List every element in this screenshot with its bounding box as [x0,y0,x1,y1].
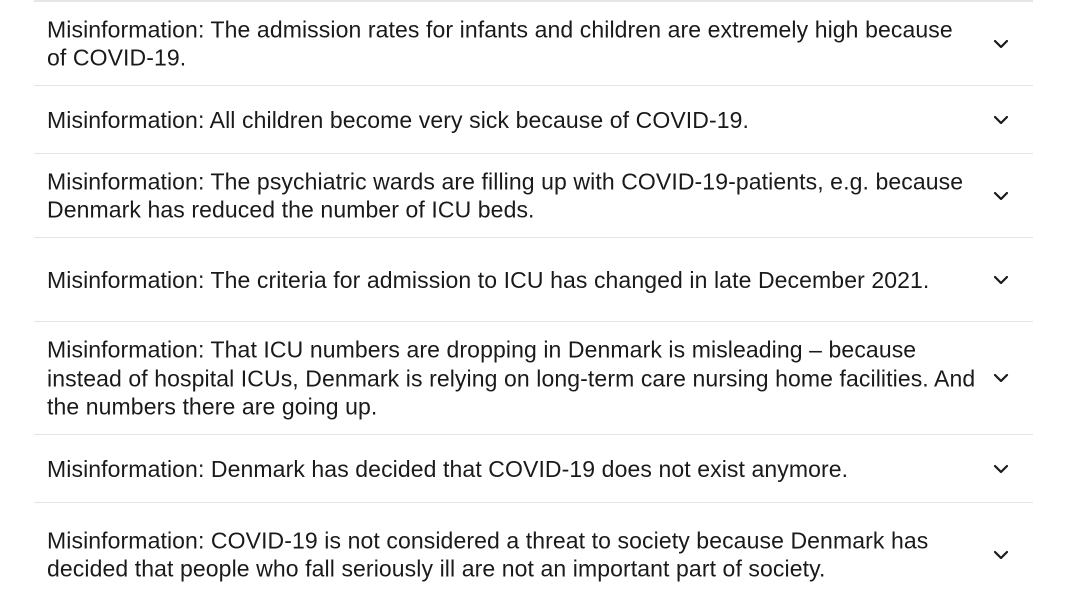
chevron-down-icon[interactable] [991,270,1011,290]
accordion-item-infant-admission-rates[interactable]: Misinformation: The admission rates for … [34,2,1033,86]
chevron-down-icon[interactable] [991,110,1011,130]
accordion-item-label: Misinformation: The admission rates for … [47,16,953,71]
chevron-down-icon[interactable] [991,459,1011,479]
top-divider [34,0,1033,2]
accordion-item-covid-not-exist[interactable]: Misinformation: Denmark has decided that… [34,435,1033,503]
chevron-down-icon[interactable] [991,368,1011,388]
accordion-item-label: Misinformation: Denmark has decided that… [47,455,849,482]
accordion-item-psychiatric-wards[interactable]: Misinformation: The psychiatric wards ar… [34,154,1033,238]
accordion-item-label: Misinformation: The psychiatric wards ar… [47,168,964,223]
accordion-item-label: Misinformation: COVID-19 is not consider… [47,527,929,582]
chevron-down-icon[interactable] [991,34,1011,54]
accordion-item-label: Misinformation: All children become very… [47,106,749,133]
accordion-item-icu-numbers-dropping[interactable]: Misinformation: That ICU numbers are dro… [34,322,1033,435]
accordion-item-label: Misinformation: That ICU numbers are dro… [47,336,976,420]
accordion-item-icu-criteria[interactable]: Misinformation: The criteria for admissi… [34,238,1033,322]
chevron-down-icon[interactable] [991,186,1011,206]
accordion-item-label: Misinformation: The criteria for admissi… [47,266,930,293]
misinformation-accordion: Misinformation: The admission rates for … [34,2,1033,606]
accordion-item-not-threat-to-society[interactable]: Misinformation: COVID-19 is not consider… [34,503,1033,606]
chevron-down-icon[interactable] [991,545,1011,565]
accordion-item-children-sick[interactable]: Misinformation: All children become very… [34,86,1033,154]
